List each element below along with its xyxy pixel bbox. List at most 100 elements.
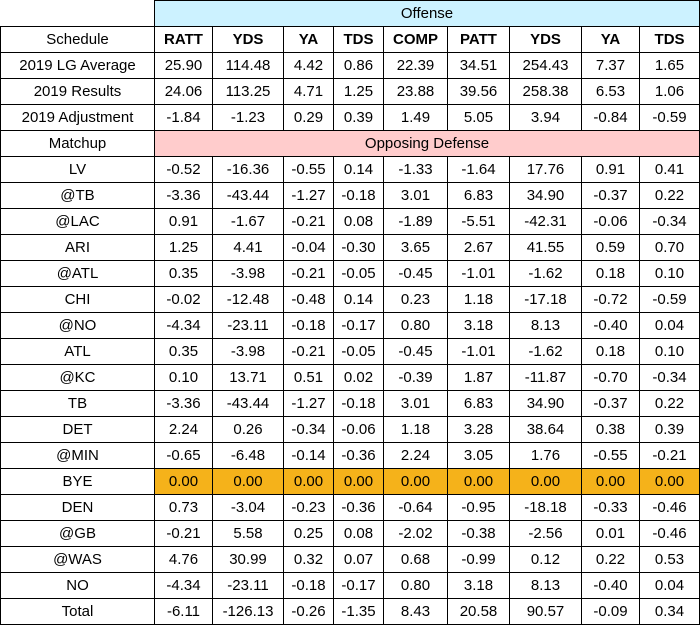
table-cell: -0.34 <box>638 208 700 235</box>
table-cell: 1.25 <box>333 78 384 105</box>
table-cell: -3.36 <box>154 182 213 209</box>
table-cell: 6.83 <box>447 182 510 209</box>
table-cell: -0.06 <box>581 208 640 235</box>
table-cell: -0.02 <box>154 286 213 313</box>
table-cell: -0.30 <box>333 234 384 261</box>
table-cell: 4.42 <box>283 52 334 79</box>
table-cell: 0.91 <box>581 156 640 183</box>
table-cell: 20.58 <box>447 598 510 625</box>
table-cell: -0.26 <box>283 598 334 625</box>
column-header: TDS <box>333 26 384 53</box>
row-label: Total <box>0 598 155 625</box>
table-cell: 0.00 <box>212 468 284 495</box>
table-cell: 0.80 <box>383 572 448 599</box>
table-cell: 0.00 <box>383 468 448 495</box>
table-cell: 5.05 <box>447 104 510 131</box>
table-cell: 0.07 <box>333 546 384 573</box>
table-cell: -4.34 <box>154 312 213 339</box>
table-cell: -3.98 <box>212 338 284 365</box>
table-cell: -3.36 <box>154 390 213 417</box>
row-label: @ATL <box>0 260 155 287</box>
table-cell: 0.22 <box>638 390 700 417</box>
table-cell: -0.84 <box>581 104 640 131</box>
table-cell: 0.86 <box>333 52 384 79</box>
table-cell: -0.36 <box>333 494 384 521</box>
table-cell: -0.04 <box>283 234 334 261</box>
table-cell: -0.18 <box>283 572 334 599</box>
table-cell: 4.76 <box>154 546 213 573</box>
column-header: YDS <box>212 26 284 53</box>
table-cell: -2.56 <box>509 520 582 547</box>
table-cell: -0.18 <box>333 390 384 417</box>
row-label: NO <box>0 572 155 599</box>
table-cell: 8.13 <box>509 312 582 339</box>
column-header: TDS <box>638 26 700 53</box>
table-cell: 1.18 <box>447 286 510 313</box>
table-cell: -1.01 <box>447 338 510 365</box>
table-cell: 1.87 <box>447 364 510 391</box>
column-header: YA <box>581 26 640 53</box>
table-row: @MIN -0.65 -6.48 -0.14 -0.36 2.24 3.05 1.76 -0.5… <box>0 442 700 469</box>
table-cell: 0.22 <box>638 182 700 209</box>
table-row: 2019 Results 24.06 113.25 4.71 1.25 23.88 39.5… <box>0 78 700 105</box>
column-header: YDS <box>509 26 582 53</box>
row-label: CHI <box>0 286 155 313</box>
table-cell: 41.55 <box>509 234 582 261</box>
table-cell: -5.51 <box>447 208 510 235</box>
table-cell: 0.22 <box>581 546 640 573</box>
table-cell: 0.12 <box>509 546 582 573</box>
corner-cell <box>0 0 155 27</box>
table-cell: -0.99 <box>447 546 510 573</box>
table-cell: -0.46 <box>638 494 700 521</box>
table-cell: 1.06 <box>638 78 700 105</box>
table-cell: -3.98 <box>212 260 284 287</box>
table-cell: -0.40 <box>581 572 640 599</box>
table-cell: -0.34 <box>638 364 700 391</box>
table-cell: 0.00 <box>154 468 213 495</box>
table-cell: 0.39 <box>333 104 384 131</box>
table-cell: -18.18 <box>509 494 582 521</box>
defense-banner: Opposing Defense <box>153 130 700 157</box>
table-cell: -0.09 <box>581 598 640 625</box>
table-cell: 0.23 <box>383 286 448 313</box>
table-cell: -0.45 <box>383 338 448 365</box>
table-cell: 1.49 <box>383 104 448 131</box>
table-cell: 4.41 <box>212 234 284 261</box>
table-cell: -0.06 <box>333 416 384 443</box>
table-cell: 39.56 <box>447 78 510 105</box>
table-cell: 2.67 <box>447 234 510 261</box>
table-cell: 25.90 <box>154 52 213 79</box>
table-row: @LAC 0.91 -1.67 -0.21 0.08 -1.89 -5.51 -42.31 -0… <box>0 208 700 235</box>
table-cell: 0.35 <box>154 260 213 287</box>
table-cell: 0.02 <box>333 364 384 391</box>
table-cell: 3.65 <box>383 234 448 261</box>
table-cell: -0.18 <box>283 312 334 339</box>
table-cell: 0.10 <box>638 338 700 365</box>
table-cell: -3.04 <box>212 494 284 521</box>
table-cell: 0.38 <box>581 416 640 443</box>
row-label: @LAC <box>0 208 155 235</box>
table-cell: -12.48 <box>212 286 284 313</box>
table-cell: 0.18 <box>581 338 640 365</box>
table-cell: 8.13 <box>509 572 582 599</box>
table-row: @GB -0.21 5.58 0.25 0.08 -2.02 -0.38 -2.56 0.01-… <box>0 520 700 547</box>
table-cell: -0.21 <box>283 338 334 365</box>
table-row: NO -4.34 -23.11 -0.18 -0.17 0.80 3.18 8.13 -0.40… <box>0 572 700 599</box>
table-cell: 1.18 <box>383 416 448 443</box>
table-cell: 0.73 <box>154 494 213 521</box>
table-cell: -0.21 <box>283 208 334 235</box>
table-cell: -0.17 <box>333 312 384 339</box>
table-cell: 2.24 <box>154 416 213 443</box>
table-cell: -1.23 <box>212 104 284 131</box>
table-cell: 0.10 <box>638 260 700 287</box>
table-cell: 0.14 <box>333 286 384 313</box>
table-row: ARI 1.25 4.41 -0.04 -0.30 3.65 2.67 41.55 0.59 0.… <box>0 234 700 261</box>
table-cell: 23.88 <box>383 78 448 105</box>
table-cell: -0.52 <box>154 156 213 183</box>
table-cell: 254.43 <box>509 52 582 79</box>
table-cell: 0.00 <box>447 468 510 495</box>
table-cell: -0.38 <box>447 520 510 547</box>
table-cell: -43.44 <box>212 390 284 417</box>
table-row: CHI -0.02 -12.48 -0.48 0.14 0.23 1.18 -17.18 -0.… <box>0 286 700 313</box>
matchup-label: Matchup <box>0 130 155 157</box>
